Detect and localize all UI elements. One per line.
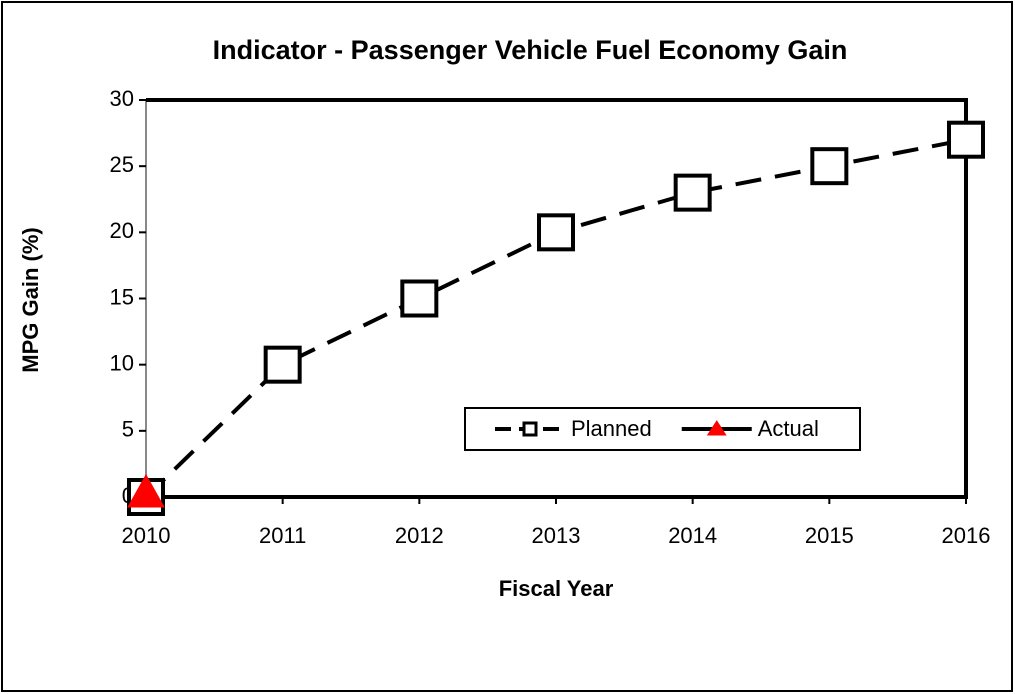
y-tick-label: 25 [110, 152, 134, 177]
x-tick-label: 2014 [668, 523, 717, 548]
marker-square [810, 147, 849, 186]
y-tick-label: 10 [110, 350, 134, 375]
marker-triangle [127, 473, 165, 508]
legend-label: Planned [571, 416, 652, 441]
x-axis-label: Fiscal Year [499, 576, 614, 601]
legend-label: Actual [758, 416, 819, 441]
y-tick-label: 15 [110, 284, 134, 309]
y-tick-label: 30 [110, 86, 134, 111]
y-axis-label: MPG Gain (%) [18, 227, 43, 372]
x-tick-label: 2011 [259, 523, 306, 548]
marker-square [522, 421, 538, 437]
marker-square [400, 279, 439, 318]
y-tick-label: 5 [122, 417, 134, 442]
y-tick-label: 20 [110, 218, 134, 243]
marker-square [673, 173, 712, 212]
marker-square [947, 120, 985, 159]
legend: Planned Actual [464, 407, 861, 451]
marker-square [537, 213, 575, 252]
x-tick-label: 2012 [395, 523, 444, 548]
x-tick-label: 2013 [532, 523, 581, 548]
x-tick-label: 2015 [805, 523, 854, 548]
marker-triangle [706, 420, 727, 436]
chart-title: Indicator - Passenger Vehicle Fuel Econo… [213, 35, 848, 65]
marker-square [263, 345, 302, 384]
x-tick-label: 2016 [942, 523, 991, 548]
x-tick-label: 2010 [122, 523, 171, 548]
